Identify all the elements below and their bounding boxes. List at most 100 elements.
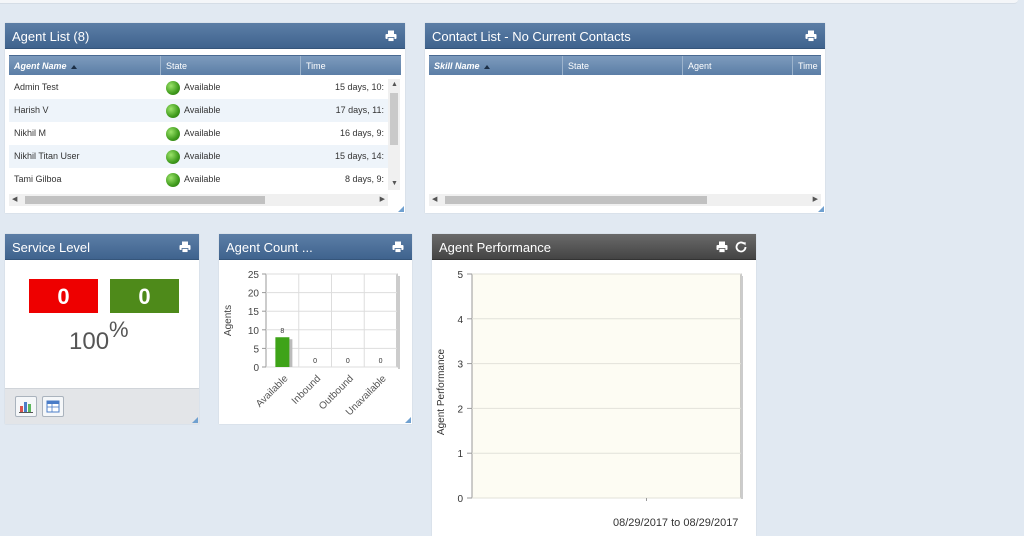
agent-name-cell: Admin Test — [14, 82, 59, 92]
resize-handle-icon[interactable] — [405, 417, 411, 423]
column-header-state[interactable]: State — [161, 56, 301, 75]
y-tick-label: 15 — [248, 307, 260, 318]
print-icon[interactable] — [385, 30, 397, 42]
column-header-agent-name[interactable]: Agent Name — [9, 56, 161, 75]
column-header-time[interactable]: Time — [306, 61, 326, 71]
sort-ascending-icon — [70, 64, 77, 69]
agent-count-chart: 05101520258Available0Inbound0Outbound0Un… — [223, 270, 400, 418]
scroll-down-icon[interactable]: ▼ — [391, 180, 398, 187]
available-status-icon — [166, 126, 180, 141]
column-header-time[interactable]: Time — [798, 61, 818, 71]
table-view-button[interactable] — [42, 396, 64, 417]
agent-list-widget: Agent List (8) Agent Name State Time Adm… — [5, 23, 405, 213]
agent-name-cell: Tami Gilboa — [14, 174, 62, 184]
print-icon[interactable] — [179, 241, 191, 253]
table-row[interactable]: Harish V Available 17 days, 11: — [9, 99, 388, 122]
agent-time-cell: 15 days, 14: — [334, 151, 384, 161]
x-tick-label: Available — [254, 373, 291, 410]
agent-list-rows: Admin Test Available 15 days, 10: Harish V A… — [9, 76, 388, 193]
y-axis-label: Agents — [223, 305, 234, 336]
available-status-icon — [166, 172, 180, 187]
agent-count-title: Agent Count ... — [226, 240, 313, 255]
table-row[interactable]: Nikhil M Available 16 days, 9: — [9, 122, 388, 145]
y-tick-label: 0 — [253, 363, 259, 374]
contact-list-header[interactable]: Contact List - No Current Contacts — [425, 23, 825, 49]
agent-count-widget: Agent Count ... 0 5 10 15 20 25 8 Available 0 Inb… — [219, 234, 412, 424]
refresh-icon[interactable] — [734, 240, 748, 254]
service-level-green-count: 0 — [110, 279, 179, 313]
table-row[interactable]: Tami Gilboa Available 8 days, 9: — [9, 168, 388, 191]
data-label: 8 — [280, 328, 284, 335]
scroll-left-icon[interactable]: ◀ — [432, 196, 438, 203]
agent-list-header[interactable]: Agent List (8) — [5, 23, 405, 49]
resize-handle-icon[interactable] — [192, 417, 198, 423]
agent-name-cell: Harish V — [14, 105, 49, 115]
scroll-right-icon[interactable]: ▶ — [812, 196, 818, 203]
data-label: 0 — [313, 358, 317, 365]
agent-list-column-headers: Agent Name State Time — [9, 55, 401, 75]
y-tick-label: 1 — [457, 449, 463, 460]
bar-chart-icon — [19, 402, 33, 413]
agent-state-cell: Available — [161, 99, 301, 122]
service-level-title: Service Level — [12, 240, 91, 255]
data-label: 0 — [379, 358, 383, 365]
agent-performance-chart: 0 1 2 3 4 5 Agent Performance — [436, 270, 743, 505]
agent-time-cell: 8 days, 9: — [344, 174, 384, 184]
agent-count-header[interactable]: Agent Count ... — [219, 234, 412, 260]
print-icon[interactable] — [716, 241, 728, 253]
scroll-right-icon[interactable]: ▶ — [379, 196, 385, 203]
column-header-skill-name[interactable]: Skill Name — [429, 56, 563, 75]
table-icon — [46, 400, 60, 413]
available-status-icon — [166, 149, 180, 164]
y-tick-label: 4 — [457, 315, 463, 326]
available-status-icon — [166, 103, 180, 118]
service-level-red-count: 0 — [29, 279, 98, 313]
column-header-agent[interactable]: Agent — [683, 56, 793, 75]
service-level-widget: Service Level 0 0 100% — [5, 234, 199, 424]
sort-ascending-icon — [483, 64, 490, 69]
y-tick-label: 25 — [248, 270, 260, 281]
y-tick-label: 20 — [248, 289, 260, 300]
x-tick-label: Inbound — [290, 373, 323, 406]
print-icon[interactable] — [805, 30, 817, 42]
resize-handle-icon[interactable] — [398, 206, 404, 212]
agent-time-cell: 16 days, 9: — [339, 128, 384, 138]
y-tick-label: 5 — [457, 270, 463, 281]
date-to: 08/29/2017 — [683, 517, 739, 529]
agent-list-vertical-scrollbar[interactable]: ▲ ▼ — [388, 79, 400, 190]
top-bar — [0, 0, 1018, 4]
y-tick-label: 2 — [457, 404, 463, 415]
table-row[interactable]: Admin Test Available 15 days, 10: — [9, 76, 388, 99]
column-header-state[interactable]: State — [563, 56, 683, 75]
contact-list-widget: Contact List - No Current Contacts Skill… — [425, 23, 825, 213]
chart-view-button[interactable] — [15, 396, 37, 417]
resize-handle-icon[interactable] — [818, 206, 824, 212]
agent-performance-title: Agent Performance — [439, 240, 552, 255]
service-level-percent: 100% — [69, 317, 129, 355]
agent-list-horizontal-scrollbar[interactable]: ◀ ▶ — [9, 194, 388, 206]
scrollbar-thumb[interactable] — [445, 196, 707, 204]
scrollbar-thumb[interactable] — [25, 196, 265, 204]
contact-list-column-headers: Skill Name State Agent Time — [429, 55, 821, 75]
y-axis-label: Agent Performance — [436, 348, 447, 435]
agent-performance-widget: Agent Performance 0 1 2 3 4 5 Agent Performanc… — [432, 234, 756, 536]
print-icon[interactable] — [392, 241, 404, 253]
contact-list-horizontal-scrollbar[interactable]: ◀ ▶ — [429, 194, 821, 206]
service-level-header[interactable]: Service Level — [5, 234, 199, 260]
service-level-footer — [5, 388, 199, 424]
y-tick-label: 3 — [457, 360, 463, 371]
y-tick-label: 5 — [253, 344, 259, 355]
scroll-up-icon[interactable]: ▲ — [391, 81, 398, 88]
available-status-icon — [166, 80, 180, 95]
agent-time-cell: 17 days, 11: — [335, 105, 384, 115]
agent-state-cell: Available — [161, 168, 301, 191]
agent-name-cell: Nikhil M — [14, 128, 47, 138]
agent-list-title: Agent List (8) — [12, 29, 90, 44]
table-row[interactable]: Nikhil Titan User Available 15 days, 14: — [9, 145, 388, 168]
agent-state-cell: Available — [161, 76, 301, 99]
scroll-left-icon[interactable]: ◀ — [12, 196, 18, 203]
scrollbar-thumb[interactable] — [390, 93, 398, 145]
bar[interactable] — [275, 337, 290, 367]
agent-performance-header[interactable]: Agent Performance — [432, 234, 756, 260]
date-from: 08/29/2017 — [613, 517, 669, 529]
